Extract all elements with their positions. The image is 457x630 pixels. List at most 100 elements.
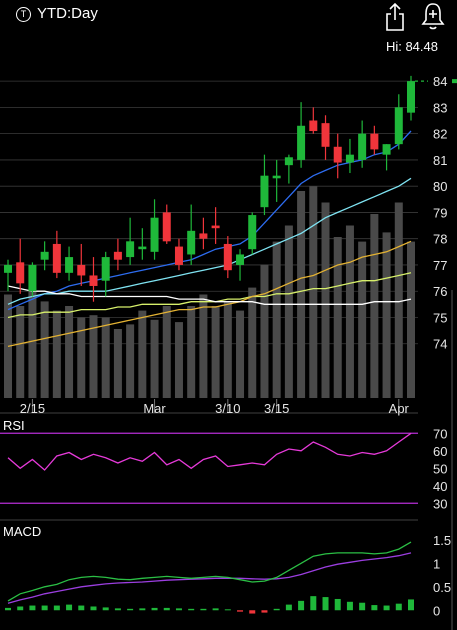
candle-body: [77, 264, 86, 276]
volume-bar: [113, 329, 122, 398]
volume-bar: [199, 294, 208, 398]
volume-bar: [187, 306, 196, 398]
macd-histogram-bar: [273, 608, 280, 611]
rsi-tick-label: 60: [433, 444, 447, 459]
macd-tick-label: 0: [433, 603, 440, 618]
candle-body: [150, 217, 159, 252]
candle-body: [40, 251, 49, 260]
rsi-tick-label: 50: [433, 461, 447, 476]
candle-body: [199, 233, 208, 239]
volume-bar: [394, 202, 403, 398]
timeframe-title[interactable]: YTD:Day: [37, 5, 98, 22]
candle-body: [211, 225, 220, 229]
candle-body: [272, 175, 281, 179]
macd-histogram-bar: [371, 605, 378, 611]
macd-histogram-bar: [66, 604, 73, 611]
candle-body: [16, 262, 25, 284]
moving-average-line: [7, 240, 412, 348]
candle-body: [407, 81, 415, 113]
x-tick-label: 2/15: [20, 401, 45, 416]
volume-bar: [211, 306, 220, 398]
macd-histogram-bar: [395, 603, 402, 611]
candle-body: [358, 133, 367, 160]
macd-histogram-bar: [151, 607, 158, 611]
macd-histogram-bar: [114, 608, 121, 611]
candle-body: [223, 243, 232, 271]
macd-histogram-bar: [5, 607, 11, 611]
moving-average-line: [7, 285, 412, 305]
macd-panel: MACD 0 0.5 1 1.5: [3, 524, 451, 618]
volume-bar: [321, 202, 330, 398]
rsi-tick-label: 70: [433, 426, 447, 441]
moving-averages: [7, 130, 412, 348]
macd-histogram-bar: [127, 608, 134, 611]
volume-bar: [65, 306, 74, 398]
macd-histogram-bar: [163, 607, 170, 611]
rsi-panel: RSI 30 40 50 60 70: [0, 418, 447, 521]
macd-tick-label: 1.5: [433, 533, 451, 548]
candle-body: [345, 154, 354, 163]
macd-histogram-bar: [90, 606, 97, 611]
candle-body: [65, 257, 74, 273]
candle-body: [321, 123, 330, 147]
volume-bar: [236, 310, 245, 398]
macd-histogram-bar: [29, 605, 36, 611]
candle-body: [236, 254, 245, 265]
alert-bell-icon[interactable]: [420, 1, 446, 31]
macd-histogram-bar: [102, 607, 109, 611]
macd-title: MACD: [3, 524, 41, 539]
candle-body: [52, 243, 61, 273]
candles: [4, 75, 415, 302]
price-tick-label: 78: [433, 232, 447, 247]
macd-line: [7, 541, 412, 602]
price-tick-label: 84: [433, 74, 447, 89]
macd-signal-line: [7, 552, 412, 604]
price-tick-label: 77: [433, 258, 447, 273]
volume-bar: [345, 225, 354, 398]
macd-tick-label: 1: [433, 556, 440, 571]
macd-histogram-bar: [175, 608, 182, 611]
macd-histogram-bar: [408, 599, 414, 611]
volume-bar: [297, 191, 306, 398]
last-price-marker: [452, 79, 457, 84]
macd-histogram-bar: [188, 608, 195, 611]
macd-histogram-bar: [334, 598, 341, 611]
macd-histogram-bar: [41, 605, 48, 611]
candle-body: [187, 230, 196, 255]
moving-average-line: [7, 177, 412, 305]
volume-bar: [309, 186, 318, 398]
volume-bar: [101, 317, 110, 398]
macd-histogram-bar: [53, 605, 60, 611]
price-tick-label: 75: [433, 310, 447, 325]
macd-histogram-bar: [298, 600, 305, 611]
volume-bar: [358, 241, 367, 398]
candle-body: [174, 246, 183, 265]
macd-histogram-bar: [322, 597, 329, 611]
volume-bar: [162, 306, 171, 398]
macd-histogram-bar: [237, 610, 244, 612]
share-icon[interactable]: [384, 2, 406, 32]
volume-bar: [382, 232, 391, 398]
candle-body: [162, 212, 171, 242]
high-price-label: Hi: 84.48: [385, 39, 438, 54]
ticker-type-badge[interactable]: T: [16, 7, 31, 22]
moving-average-line: [7, 272, 412, 319]
volume-bar: [89, 315, 98, 398]
macd-histogram-bar: [17, 606, 24, 611]
candle-body: [28, 264, 37, 292]
macd-histogram-bar: [78, 605, 85, 611]
price-tick-label: 74: [433, 337, 447, 352]
candle-body: [333, 146, 342, 163]
rsi-tick-label: 40: [433, 479, 447, 494]
x-tick-label: Apr: [389, 401, 410, 416]
rsi-title: RSI: [3, 418, 25, 433]
candle-body: [101, 257, 110, 281]
volume-bar: [77, 317, 86, 398]
volume-bar: [16, 306, 25, 398]
price-tick-label: 79: [433, 205, 447, 220]
volume-bar: [333, 237, 342, 398]
volume-bar: [138, 310, 147, 398]
candle-body: [113, 251, 122, 260]
candle-body: [309, 120, 318, 132]
